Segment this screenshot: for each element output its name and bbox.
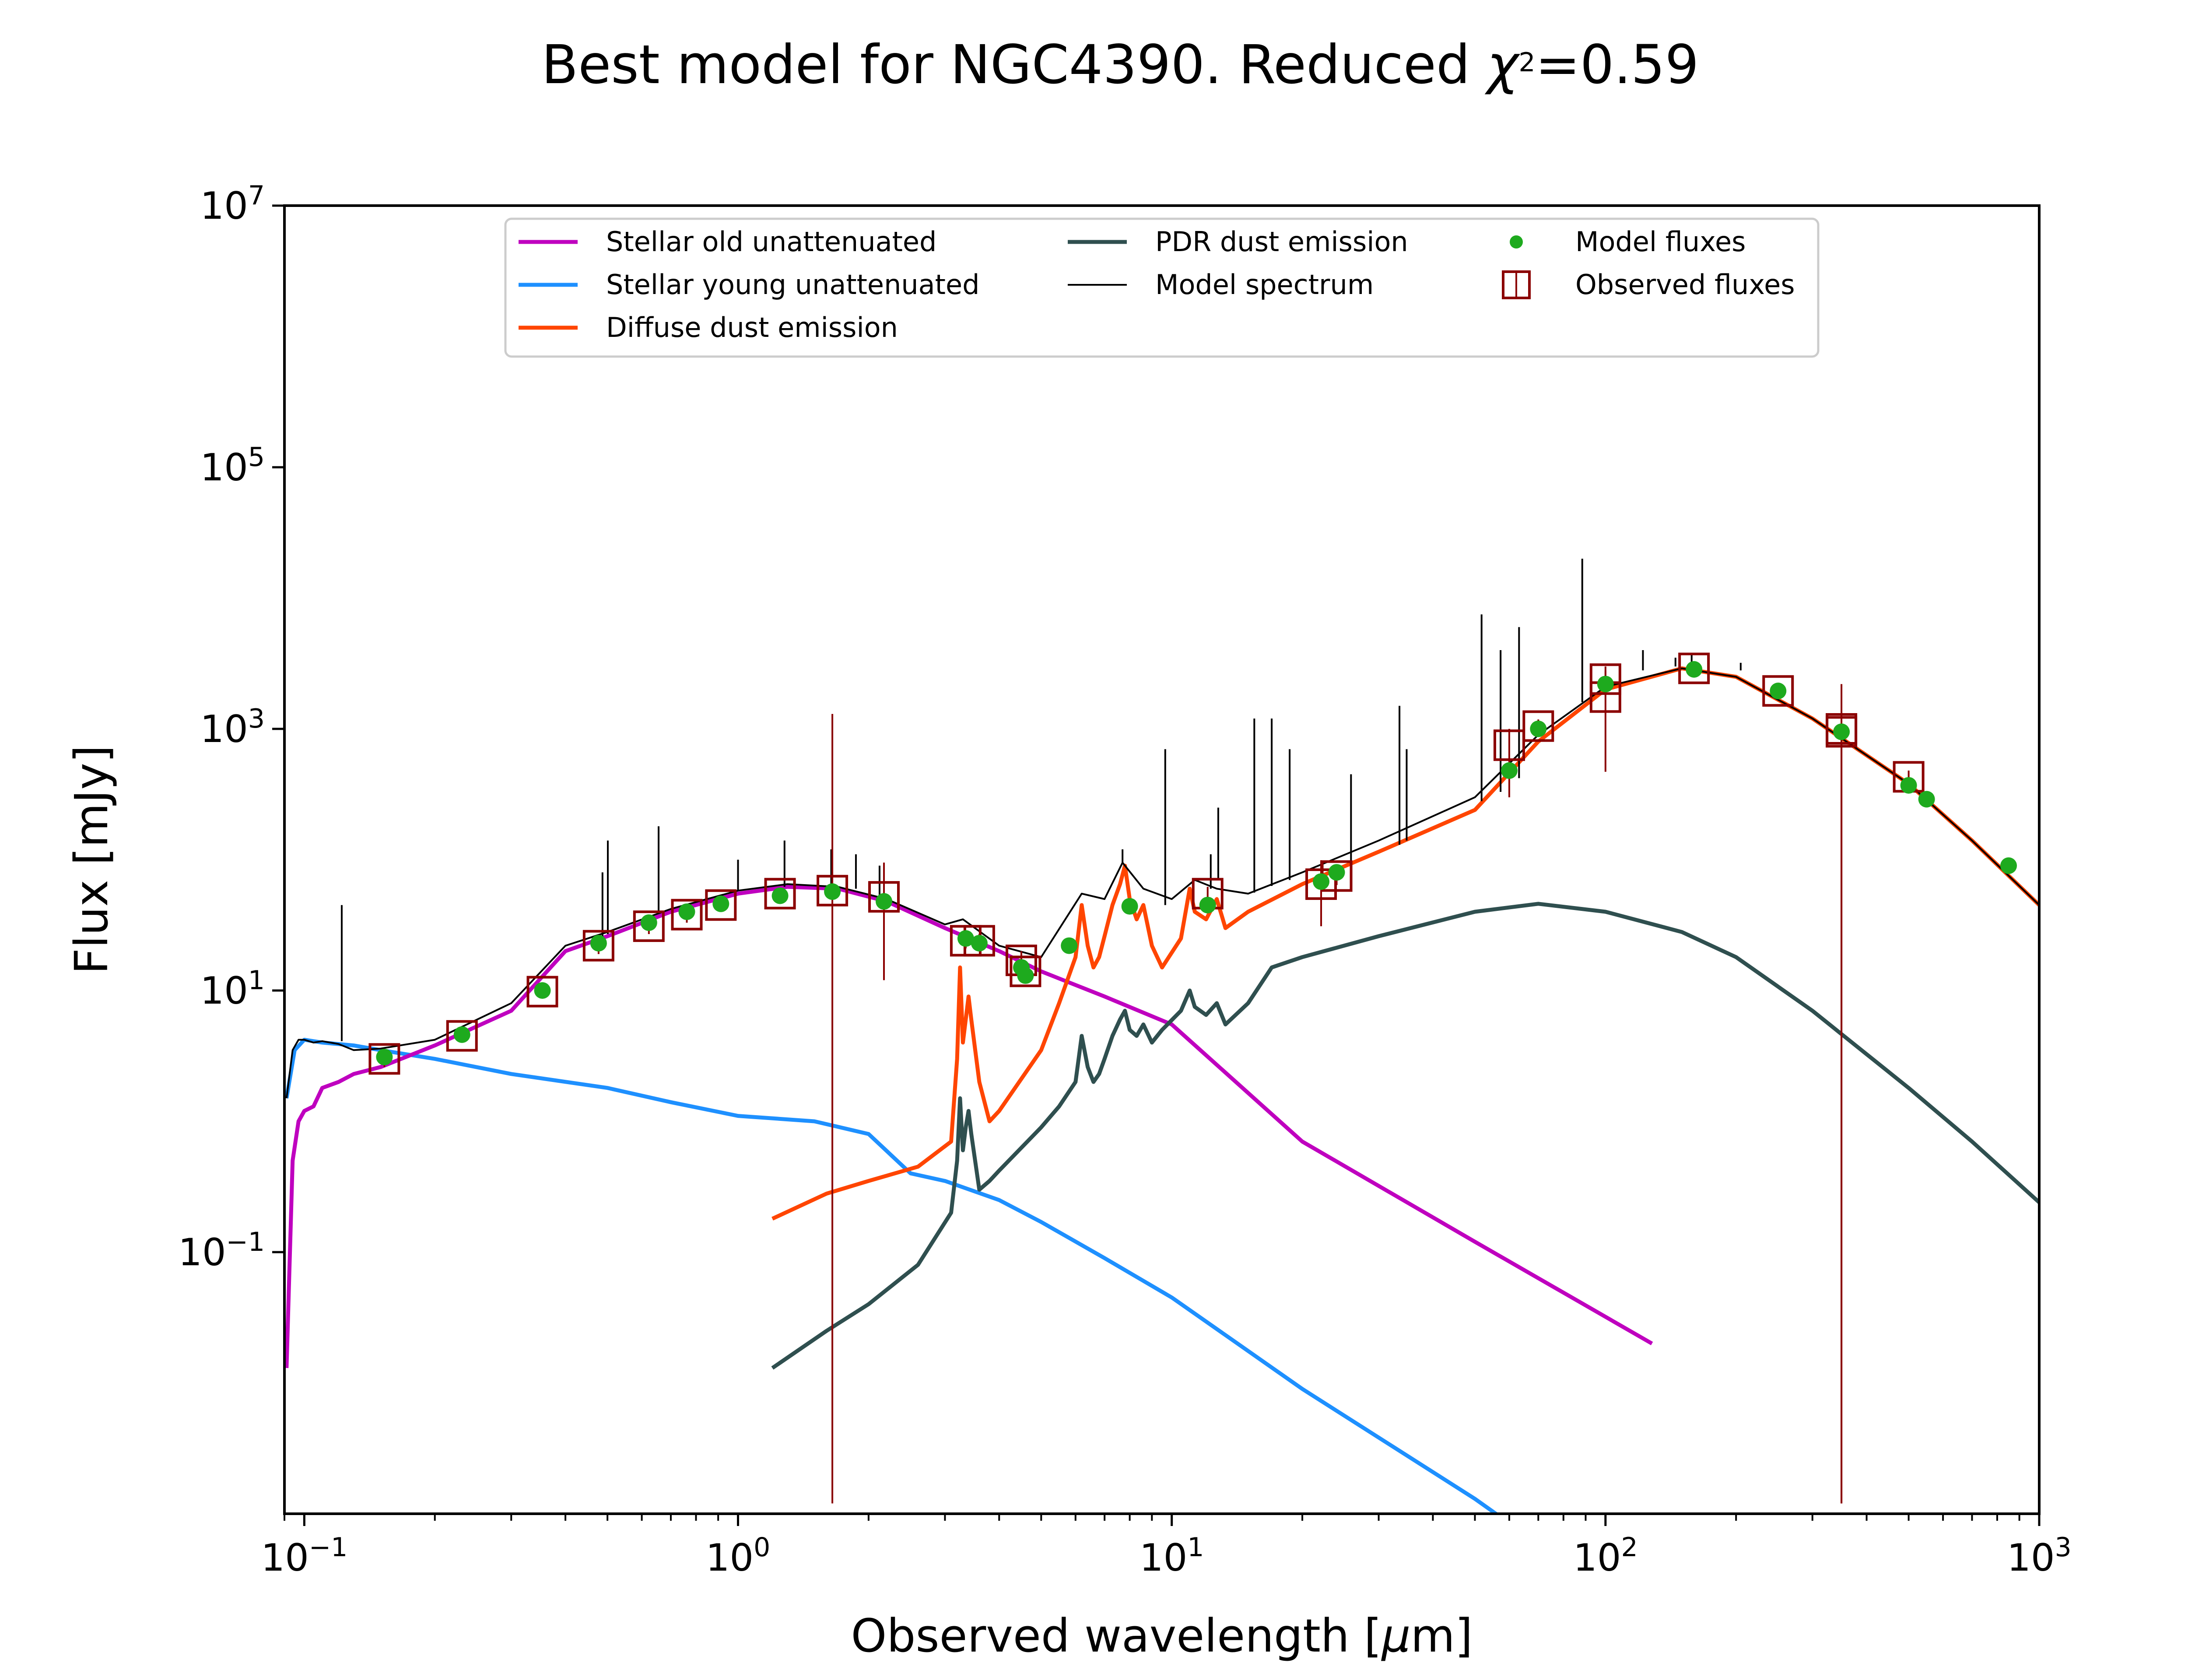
chart-title: Best model for NGC4390. Reduced χ2=0.59 <box>542 34 1699 96</box>
model-flux-point <box>1918 791 1935 808</box>
model-flux-point <box>534 982 551 999</box>
observed-flux-marker <box>368 1043 400 1075</box>
x-tick-label: 101 <box>1140 1532 1204 1580</box>
series-line-model-spectrum <box>285 667 2039 1099</box>
y-tick-label: 103 <box>200 704 265 751</box>
x-axis-label: Observed wavelength [μm] <box>851 1609 1473 1662</box>
y-axis-label: Flux [mJy] <box>65 745 118 974</box>
y-tick-label: 105 <box>200 442 265 490</box>
model-flux-point <box>678 903 695 920</box>
model-flux-point <box>876 893 893 910</box>
model-flux-point <box>1121 898 1138 915</box>
model-flux-point <box>957 930 974 947</box>
legend-label-stellar-old: Stellar old unattenuated <box>606 226 936 258</box>
model-flux-point <box>771 887 789 904</box>
model-flux-point <box>1501 762 1518 779</box>
observed-flux-marker <box>582 930 614 962</box>
x-axis-ticks: 10−1 100 101 102 103 <box>261 1514 2072 1580</box>
observed-flux-marker <box>1522 710 1554 742</box>
observed-flux-marker <box>764 878 796 910</box>
model-flux-point <box>1313 873 1330 890</box>
series-line-stellar-young <box>284 1038 1500 1514</box>
series-line-stellar-old <box>284 885 1653 1368</box>
legend-box <box>504 217 1820 358</box>
model-flux-point <box>590 934 607 952</box>
model-flux-point <box>453 1026 470 1043</box>
observed-flux-marker <box>1493 729 1525 761</box>
legend-label-stellar-young: Stellar young unattenuated <box>606 269 979 301</box>
observed-flux-marker <box>633 910 665 942</box>
model-flux-point <box>640 914 657 931</box>
model-flux-point <box>2000 857 2017 874</box>
x-tick-label: 10−1 <box>261 1532 347 1580</box>
model-flux-point <box>824 883 841 900</box>
series-line-pdr-dust <box>771 902 2039 1370</box>
y-tick-label: 101 <box>200 965 265 1013</box>
observed-flux-marker <box>1762 675 1794 707</box>
observed-flux-marker <box>671 899 703 931</box>
y-tick-label: 107 <box>200 180 265 228</box>
legend-label-diffuse-dust: Diffuse dust emission <box>606 312 898 343</box>
model-flux-point <box>1017 967 1034 984</box>
legend-label-observed-fluxes: Observed fluxes <box>1575 269 1795 301</box>
model-flux-point <box>1061 937 1078 954</box>
model-flux-point <box>1770 682 1787 700</box>
observed-flux-marker <box>446 1020 478 1052</box>
x-tick-label: 102 <box>1573 1532 1638 1580</box>
observed-flux-marker <box>705 889 737 921</box>
legend-label-model-spectrum: Model spectrum <box>1155 269 1374 301</box>
x-tick-label: 103 <box>2007 1532 2072 1580</box>
observed-flux-marker <box>1589 663 1621 695</box>
model-flux-point <box>1530 721 1547 737</box>
model-flux-point <box>1833 723 1850 740</box>
model-flux-point <box>1328 864 1345 881</box>
observed-flux-marker <box>817 875 849 906</box>
observed-flux-marker <box>1010 956 1041 987</box>
legend-label-model-fluxes: Model fluxes <box>1575 226 1746 258</box>
model-flux-point <box>1597 676 1614 693</box>
y-tick-label: 10−1 <box>178 1227 265 1274</box>
observed-flux-marker <box>868 881 900 913</box>
plot-frame <box>283 204 2041 1515</box>
observed-flux-marker <box>1678 652 1710 684</box>
legend-swatch-model-fluxes <box>1510 235 1523 248</box>
x-tick-label: 100 <box>706 1532 771 1580</box>
series-layer <box>284 558 2039 1514</box>
model-flux-point <box>971 934 988 952</box>
model-flux-point <box>1900 777 1917 794</box>
model-flux-point <box>1686 661 1703 678</box>
model-flux-point <box>376 1049 393 1066</box>
observed-flux-marker <box>526 976 558 1008</box>
markers-layer <box>368 652 2017 1504</box>
model-flux-point <box>1199 896 1216 914</box>
legend: Stellar old unattenuated Stellar young un… <box>504 217 1820 358</box>
y-axis-ticks: 10−1 101 103 105 107 <box>178 180 284 1274</box>
observed-flux-marker <box>1826 716 1858 748</box>
legend-label-pdr-dust: PDR dust emission <box>1155 226 1408 258</box>
series-line-diffuse-dust <box>771 666 2039 1221</box>
model-flux-point <box>712 895 729 912</box>
